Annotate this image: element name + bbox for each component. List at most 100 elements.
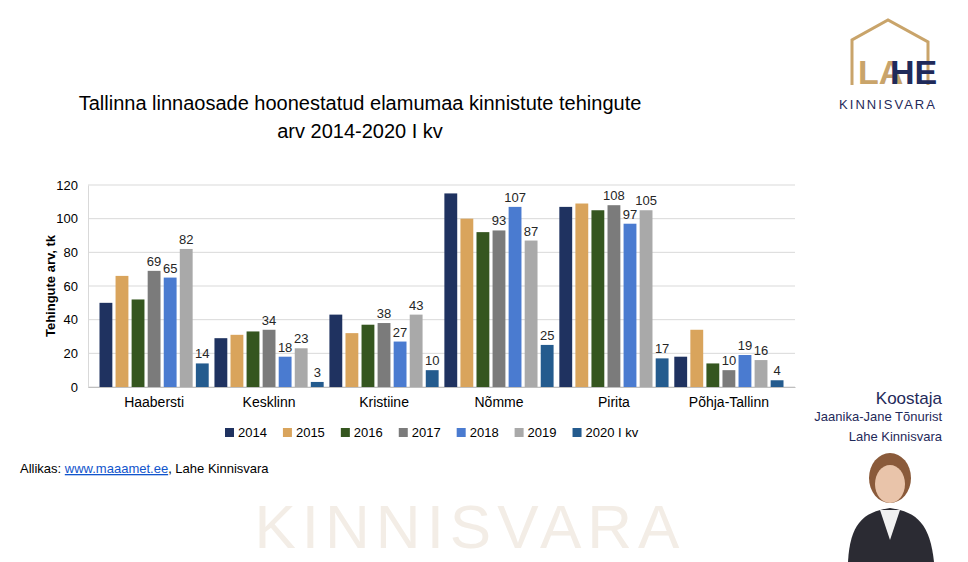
legend-label: 2014: [238, 425, 267, 440]
bar: [656, 358, 669, 387]
bar: [624, 224, 637, 387]
data-label: 108: [603, 188, 625, 203]
legend-label: 2019: [528, 425, 557, 440]
grid-line: [88, 319, 795, 320]
grid: [88, 185, 795, 387]
title: arv 2014-2020 I kv: [277, 120, 443, 142]
data-label: 97: [623, 207, 637, 222]
data-label: 3: [314, 365, 321, 380]
series: [132, 210, 720, 387]
data-label: 65: [163, 261, 177, 276]
source-label: Allikas:: [20, 461, 65, 476]
x-tick: Haabersti: [124, 387, 184, 410]
portrait-collar: [880, 510, 900, 540]
y-axis-title: Tehingute arv, tk: [43, 234, 58, 337]
bar: [541, 345, 554, 387]
y-axis-line: [88, 186, 89, 388]
logo-right: HE: [890, 53, 937, 91]
bar: [525, 241, 538, 387]
legend-item: 2016: [341, 425, 383, 440]
legend-item: 2017: [399, 425, 441, 440]
data-label: 25: [540, 328, 554, 343]
data-label: 93: [492, 213, 506, 228]
y-tick-label: 100: [56, 211, 78, 226]
portrait-hair: [869, 453, 911, 503]
data-label: 17: [655, 341, 669, 356]
data-label: 38: [377, 306, 391, 321]
bar: [362, 325, 375, 387]
data-label: 10: [425, 353, 439, 368]
bar: [493, 230, 506, 387]
plot: 0204060801001206934389310810651827107971…: [56, 178, 795, 410]
data-labels: 6934389310810651827107971982234387105161…: [147, 188, 781, 380]
portrait: [848, 453, 934, 562]
x-tick: Põhja-Tallinn: [689, 387, 769, 410]
bar: [394, 342, 407, 387]
legend-label: 2015: [296, 425, 325, 440]
bar: [755, 360, 768, 387]
legend-label: 2016: [354, 425, 383, 440]
bar: [196, 363, 209, 387]
x-tick: Nõmme: [474, 387, 523, 410]
portrait-face: [875, 465, 905, 503]
author: KoostajaJaanika-Jane TõnuristLahe Kinnis…: [814, 389, 942, 444]
legend-swatch: [515, 428, 524, 437]
bar: [214, 338, 227, 387]
y-tick: 80: [64, 245, 88, 260]
bar: [476, 232, 489, 387]
bar: [231, 335, 244, 387]
title: Tallinna linnaosade hoonestatud elamumaa…: [79, 92, 642, 114]
source: Allikas: www.maaamet.ee, Lahe Kinnisvara: [20, 461, 269, 476]
grid-line: [88, 252, 795, 253]
bar: [247, 331, 260, 387]
y-tick: 100: [56, 211, 88, 226]
data-label: 27: [393, 325, 407, 340]
y-tick: 120: [56, 178, 88, 193]
y-tick-label: 0: [71, 380, 78, 395]
legend-swatch: [457, 428, 466, 437]
x-tick-label: Haabersti: [124, 394, 184, 410]
legend-swatch: [573, 428, 582, 437]
legend-item: 2020 I kv: [573, 425, 639, 440]
bar: [410, 315, 423, 387]
bar: [771, 380, 784, 387]
data-label: 82: [179, 232, 193, 247]
data-label: 19: [738, 338, 752, 353]
legend-swatch: [399, 428, 408, 437]
source-link: www.maaamet.ee: [64, 461, 168, 476]
source-rest: , Lahe Kinnisvara: [168, 461, 269, 476]
bar: [426, 370, 439, 387]
author-name: Jaanika-Jane Tõnurist: [814, 409, 942, 424]
grid-line: [88, 387, 795, 388]
y-tick: 0: [71, 380, 88, 395]
legend-swatch: [225, 428, 234, 437]
data-label: 16: [754, 343, 768, 358]
legend-item: 2018: [457, 425, 499, 440]
logo: LAHEKINNISVARA: [839, 20, 937, 112]
bar: [311, 382, 324, 387]
x-axis: HaaberstiKesklinnKristiineNõmmePiritaPõh…: [89, 387, 796, 410]
legend: 2014 2015 2016 2017 2018 2019 2020 I kv: [225, 425, 639, 440]
bar: [674, 357, 687, 387]
bar: [509, 207, 522, 387]
bar: [295, 348, 308, 387]
bar: [378, 323, 391, 387]
grid-line: [88, 353, 795, 354]
y-tick-label: 60: [64, 279, 78, 294]
bar: [690, 330, 703, 387]
y-tick-label: 80: [64, 245, 78, 260]
legend-item: 2014: [225, 425, 267, 440]
bar: [329, 315, 342, 387]
y-tick-label: 120: [56, 178, 78, 193]
bar: [722, 370, 735, 387]
author-heading: Koostaja: [876, 389, 943, 408]
legend-item: 2015: [283, 425, 325, 440]
x-tick-label: Kristiine: [359, 394, 409, 410]
bar: [345, 333, 358, 387]
bar: [706, 363, 719, 387]
y-tick: 40: [64, 312, 88, 327]
x-tick-label: Kesklinn: [243, 394, 296, 410]
legend-swatch: [283, 428, 292, 437]
data-label: 107: [504, 190, 526, 205]
bars: [99, 193, 783, 387]
